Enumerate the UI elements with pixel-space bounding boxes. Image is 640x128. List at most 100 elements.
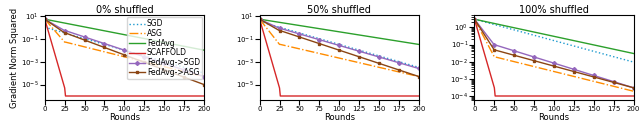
FedAvg (55, 21, 63, 23)
FedAvg->ASG (42, 19, 49, 20)
SGD (323, 40, 330, 41)
FedAvg (538, 33, 545, 34)
Line: SGD: SGD (45, 27, 204, 73)
SGD (470, 18, 478, 20)
SGD (55, 31, 63, 32)
SGD (256, 21, 264, 22)
Line: FedAvg: FedAvg (474, 19, 634, 54)
FedAvg->ASG (529, 60, 536, 61)
SCAFFOLD (61, 95, 69, 97)
FedAvg->SGD (401, 64, 409, 65)
FedAvg->ASG (256, 18, 264, 20)
FedAvg->SGD (200, 76, 208, 77)
SCAFFOLD (41, 18, 49, 20)
FedAvg->SGD (616, 83, 624, 84)
Line: FedAvg: FedAvg (260, 19, 419, 44)
SGD (616, 58, 624, 59)
ASG (472, 20, 479, 22)
SCAFFOLD (323, 95, 331, 97)
ASG (401, 73, 409, 74)
SCAFFOLD (557, 95, 565, 97)
FedAvg->ASG (470, 18, 478, 20)
Line: FedAvg->ASG: FedAvg->ASG (44, 18, 205, 86)
FedAvg (323, 29, 330, 31)
ASG (200, 76, 208, 77)
FedAvg (470, 18, 478, 20)
SCAFFOLD (315, 95, 323, 97)
SCAFFOLD (276, 95, 284, 97)
Line: FedAvg->SGD: FedAvg->SGD (259, 18, 420, 70)
SGD (187, 68, 195, 70)
FedAvg (257, 19, 264, 20)
SGD (257, 21, 264, 23)
SGD (127, 51, 134, 53)
ASG (630, 90, 637, 92)
FedAvg (529, 31, 536, 33)
FedAvg (472, 19, 479, 20)
SGD (557, 42, 564, 43)
SGD (41, 26, 49, 28)
FedAvg->SGD (529, 56, 536, 57)
SGD (415, 67, 422, 68)
FedAvg->SGD (323, 41, 330, 42)
SCAFFOLD (109, 95, 116, 97)
SCAFFOLD (42, 21, 49, 23)
SGD (529, 34, 536, 36)
FedAvg->SGD (415, 68, 422, 69)
ASG (342, 59, 349, 60)
SCAFFOLD (257, 21, 264, 23)
SCAFFOLD (538, 95, 546, 97)
FedAvg->SGD (55, 27, 63, 28)
FedAvg->ASG (472, 20, 479, 21)
SCAFFOLD (55, 68, 63, 70)
Line: ASG: ASG (474, 19, 634, 91)
SGD (270, 25, 278, 26)
FedAvg->ASG (41, 18, 49, 20)
ASG (108, 53, 115, 54)
Line: SCAFFOLD: SCAFFOLD (260, 19, 419, 96)
FedAvg (485, 22, 493, 23)
SCAFFOLD (128, 95, 136, 97)
SCAFFOLD (188, 95, 195, 97)
FedAvg (270, 21, 278, 22)
ASG (470, 18, 478, 20)
FedAvg->ASG (187, 79, 195, 80)
FedAvg (256, 18, 264, 20)
SCAFFOLD (617, 95, 625, 97)
ASG (270, 37, 278, 38)
SCAFFOLD (470, 18, 478, 20)
FedAvg->SGD (127, 51, 134, 53)
ASG (557, 72, 564, 74)
SGD (401, 63, 409, 64)
SGD (200, 72, 208, 74)
FedAvg (415, 44, 422, 45)
FedAvg->SGD (485, 37, 493, 39)
SGD (485, 22, 493, 24)
FedAvg->SGD (342, 46, 349, 48)
FedAvg->ASG (630, 87, 637, 89)
FedAvg (42, 19, 49, 20)
ASG (538, 68, 545, 69)
Title: 100% shuffled: 100% shuffled (519, 5, 589, 15)
FedAvg (401, 41, 409, 43)
FedAvg->SGD (42, 19, 49, 20)
Line: ASG: ASG (45, 19, 204, 77)
SGD (108, 46, 115, 47)
FedAvg->SGD (187, 71, 195, 73)
Line: FedAvg->SGD: FedAvg->SGD (473, 18, 635, 89)
FedAvg->ASG (538, 62, 545, 63)
FedAvg->SGD (41, 18, 49, 20)
SGD (99, 43, 107, 45)
FedAvg->ASG (342, 51, 349, 53)
SCAFFOLD (529, 95, 537, 97)
SGD (538, 36, 545, 38)
SCAFFOLD (200, 95, 208, 97)
Line: ASG: ASG (260, 19, 419, 77)
Line: FedAvg->ASG: FedAvg->ASG (259, 18, 420, 78)
FedAvg->ASG (314, 42, 321, 44)
SGD (42, 27, 49, 28)
FedAvg->ASG (257, 19, 264, 20)
FedAvg->ASG (616, 83, 624, 85)
SCAFFOLD (270, 68, 278, 70)
FedAvg->ASG (99, 46, 107, 48)
